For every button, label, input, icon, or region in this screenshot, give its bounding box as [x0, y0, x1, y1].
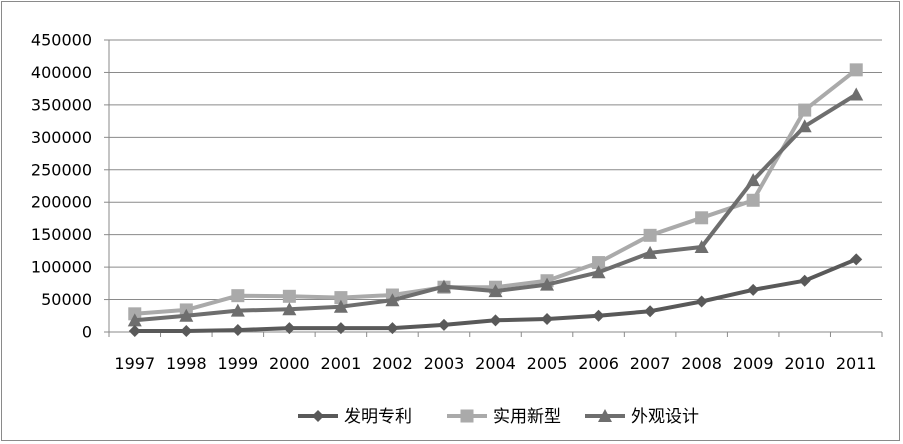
series-3	[127, 87, 864, 327]
y-tick-label: 450000	[31, 31, 92, 50]
data-point	[283, 322, 296, 335]
data-point	[385, 293, 400, 307]
data-point	[489, 314, 502, 327]
legend-marker	[460, 409, 474, 423]
y-tick-label: 0	[82, 323, 92, 342]
x-tick-label: 2001	[321, 354, 362, 373]
x-tick-label: 2005	[527, 354, 568, 373]
data-point	[282, 302, 297, 316]
series-group	[127, 63, 864, 338]
series-line	[134, 68, 858, 316]
legend-item: 发明专利	[298, 407, 412, 427]
x-tick-label: 2007	[630, 354, 671, 373]
series-1	[128, 253, 863, 338]
y-tick-label: 350000	[31, 95, 92, 114]
data-point	[644, 305, 657, 318]
data-point	[488, 284, 503, 298]
data-point	[180, 325, 193, 338]
data-point	[386, 322, 399, 335]
data-point	[540, 277, 555, 291]
data-point	[437, 318, 450, 331]
data-point	[231, 324, 244, 337]
x-tick-label: 1998	[166, 354, 207, 373]
x-axis-tick-labels: 1997 1998 1999 2000 2001 2002 2003 2004 2005 2006…	[114, 354, 876, 373]
data-point	[179, 308, 194, 322]
legend-item: 外观设计	[585, 407, 699, 427]
y-axis-tick-labels: 0 50000 100000 150000 200000 250000 300000 3500…	[31, 31, 92, 342]
data-point	[643, 228, 657, 242]
gridlines	[109, 39, 882, 301]
x-tick-label: 1999	[217, 354, 258, 373]
legend-item: 实用新型	[447, 407, 561, 427]
data-point	[695, 211, 709, 225]
data-point	[436, 279, 451, 293]
x-tick-label: 2008	[681, 354, 722, 373]
x-tick-label: 2009	[733, 354, 774, 373]
x-tick-label: 2011	[836, 354, 877, 373]
legend-marker	[312, 410, 324, 422]
data-point	[746, 193, 760, 207]
data-point	[746, 173, 761, 187]
legend-marker	[598, 409, 612, 422]
x-tick-label: 2004	[475, 354, 516, 373]
y-tick-label: 250000	[31, 160, 92, 179]
legend-label: 实用新型	[493, 407, 561, 427]
x-tick-label: 1997	[114, 354, 155, 373]
data-point	[850, 253, 863, 266]
data-point	[334, 322, 347, 335]
data-point	[798, 274, 811, 287]
data-point	[127, 313, 142, 327]
data-point	[694, 239, 709, 253]
legend: 发明专利 实用新型 外观设计	[298, 407, 699, 427]
data-point	[797, 119, 812, 133]
x-tick-label: 2002	[372, 354, 413, 373]
data-point	[747, 283, 760, 296]
data-point	[849, 63, 863, 77]
data-point	[282, 289, 296, 303]
data-point	[231, 289, 245, 303]
x-tick-label: 2000	[269, 354, 310, 373]
data-point	[541, 313, 554, 326]
data-point	[128, 325, 141, 338]
y-tick-label: 150000	[31, 225, 92, 244]
data-point	[592, 256, 606, 270]
data-point	[333, 299, 348, 313]
data-point	[592, 309, 605, 322]
x-tick-label: 2010	[784, 354, 825, 373]
data-point	[230, 303, 245, 317]
x-tick-label: 2003	[424, 354, 465, 373]
x-tick-label: 2006	[578, 354, 619, 373]
data-point	[798, 103, 812, 117]
y-tick-label: 300000	[31, 128, 92, 147]
series-2	[128, 63, 863, 321]
y-tick-label: 400000	[31, 63, 92, 82]
y-tick-label: 50000	[41, 290, 92, 309]
data-point	[334, 291, 348, 305]
data-point	[695, 295, 708, 308]
legend-label: 发明专利	[344, 407, 412, 427]
y-tick-label: 200000	[31, 193, 92, 212]
data-point	[643, 245, 658, 259]
data-point	[849, 87, 864, 101]
legend-label: 外观设计	[631, 407, 699, 427]
data-point	[591, 265, 606, 279]
y-tick-label: 100000	[31, 258, 92, 277]
